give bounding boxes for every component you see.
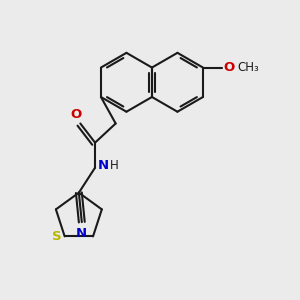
Text: N: N <box>98 159 109 172</box>
Text: O: O <box>70 108 82 121</box>
Text: S: S <box>52 230 61 243</box>
Text: O: O <box>224 61 235 74</box>
Text: H: H <box>110 159 119 172</box>
Text: N: N <box>76 226 87 240</box>
Text: CH₃: CH₃ <box>237 61 259 74</box>
